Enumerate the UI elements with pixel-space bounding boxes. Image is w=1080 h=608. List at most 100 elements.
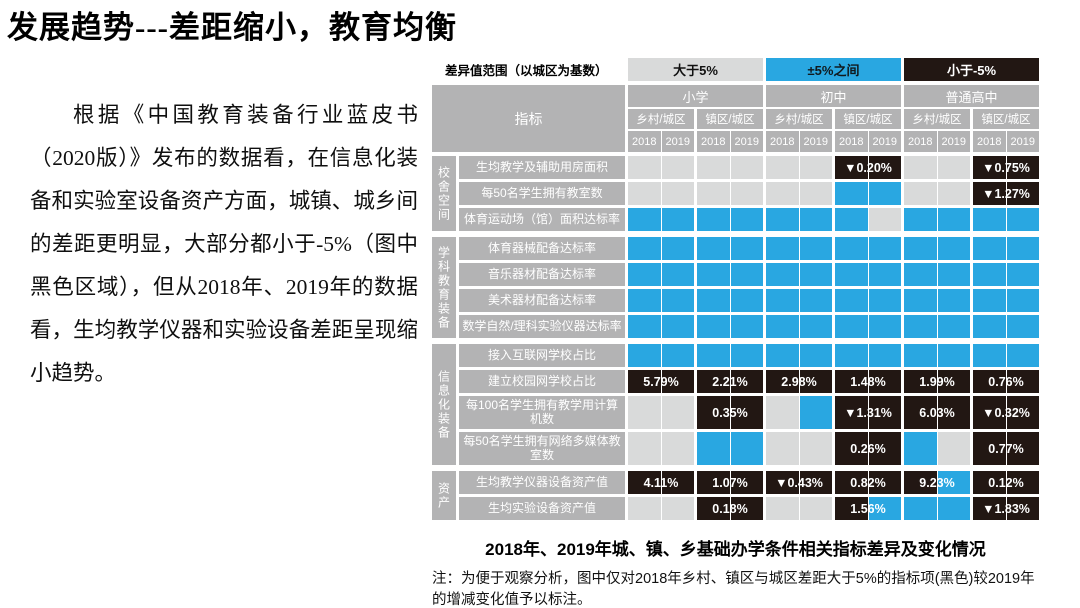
cell-2019 xyxy=(937,289,970,312)
cell-2019 xyxy=(1006,471,1039,494)
cell-2018 xyxy=(697,208,730,231)
cell-2018 xyxy=(973,370,1006,393)
heatmap-cell-pair xyxy=(904,263,970,286)
heatmap-cell-pair xyxy=(766,182,832,205)
cell-2018 xyxy=(697,471,730,494)
cell-2019 xyxy=(661,471,694,494)
cell-2018 xyxy=(766,237,799,260)
cell-2018 xyxy=(697,289,730,312)
heatmap-cell-pair: 6.03% xyxy=(904,396,970,429)
cell-2019 xyxy=(868,432,901,465)
comparison-cell: 乡村/城区 xyxy=(766,109,832,129)
heatmap-cell-pair: 0.76% xyxy=(973,370,1039,393)
cell-2019 xyxy=(868,370,901,393)
heatmap-cell-pair xyxy=(835,315,901,338)
cell-2018 xyxy=(973,208,1006,231)
row-label: 生均教学仪器设备资产值 xyxy=(459,471,625,494)
cell-2019 xyxy=(661,156,694,179)
cell-2019 xyxy=(799,396,832,429)
group-rows: 生均教学仪器设备资产值 4.11% 1.07% ▼0.43% 0.82% 9.23% 0.1… xyxy=(459,471,1039,520)
year-cell: 2018 xyxy=(697,131,730,152)
cell-annotation: ▼1.83% xyxy=(982,501,1030,516)
cell-2018 xyxy=(628,370,661,393)
cell-annotation: ▼0.20% xyxy=(844,160,892,175)
cell-2018 xyxy=(697,344,730,367)
heatmap-cell-pair: 9.23% xyxy=(904,471,970,494)
cell-2018 xyxy=(835,182,868,205)
group-rows: 生均教学及辅助用房面积 ▼0.20% ▼0.75% 每50名学生拥有教室数 ▼1.27%… xyxy=(459,156,1039,231)
cell-2019 xyxy=(1006,497,1039,520)
heatmap-cell-pair: 2.98% xyxy=(766,370,832,393)
cell-2019 xyxy=(799,432,832,465)
heatmap-cell-pair xyxy=(628,263,694,286)
heatmap-cell-pair xyxy=(628,289,694,312)
group-label: 学科教育装备 xyxy=(432,237,456,338)
cell-2019 xyxy=(1006,237,1039,260)
comparison-row: 乡村/城区 镇区/城区 乡村/城区 镇区/城区 乡村/城区 镇区/城区 xyxy=(628,109,1039,129)
heatmap-cell-pair: 0.82% xyxy=(835,471,901,494)
heatmap-cell-pair xyxy=(904,237,970,260)
year-pair: 2018 2019 xyxy=(904,131,970,152)
cell-2018 xyxy=(766,497,799,520)
cell-2019 xyxy=(937,370,970,393)
cell-2019 xyxy=(868,344,901,367)
cell-2018 xyxy=(697,263,730,286)
heatmap-cell-pair xyxy=(973,344,1039,367)
cell-2018 xyxy=(766,315,799,338)
cell-2019 xyxy=(661,182,694,205)
heatmap-figure: 差异值范围（以城区为基数） 大于5% ±5%之间 小于-5% 指标 小学 初中 普通高中… xyxy=(432,58,1039,608)
heatmap-cell-pair xyxy=(835,344,901,367)
cell-2019 xyxy=(868,315,901,338)
heatmap-cell-pair xyxy=(766,289,832,312)
heatmap-cell-pair xyxy=(628,182,694,205)
table-row: 生均实验设备资产值 0.18% 1.56% ▼1.83% xyxy=(459,497,1039,520)
table-row: 接入互联网学校占比 xyxy=(459,344,1039,367)
row-label: 生均教学及辅助用房面积 xyxy=(459,156,625,179)
heatmap-cell-pair xyxy=(766,396,832,429)
cell-2018 xyxy=(904,289,937,312)
cell-2019 xyxy=(730,344,763,367)
heatmap-cell-pair: ▼1.31% xyxy=(835,396,901,429)
heatmap-cell-pair: 1.07% xyxy=(697,471,763,494)
comparison-cell: 镇区/城区 xyxy=(835,109,901,129)
cell-2019 xyxy=(730,471,763,494)
cell-2018 xyxy=(973,432,1006,465)
heatmap-cell-pair xyxy=(835,263,901,286)
cell-2018 xyxy=(904,497,937,520)
heatmap-cell-pair: ▼0.43% xyxy=(766,471,832,494)
table-row: 体育运动场（馆）面积达标率 xyxy=(459,208,1039,231)
heatmap-cell-pair xyxy=(766,432,832,465)
comparison-cell: 乡村/城区 xyxy=(904,109,970,129)
figure-note: 注：为便于观察分析，图中仅对2018年乡村、镇区与城区差距大于5%的指标项(黑色… xyxy=(432,571,1035,608)
cell-2018 xyxy=(697,396,730,429)
table-header-right: 小学 初中 普通高中 乡村/城区 镇区/城区 乡村/城区 镇区/城区 乡村/城区 镇区/城区 … xyxy=(628,85,1039,152)
group-rows: 体育器械配备达标率 音乐器材配备达标率 美术器材配备达标率 数学自然/理科实验仪器达标… xyxy=(459,237,1039,338)
cell-2018 xyxy=(973,182,1006,205)
table-row: 生均教学仪器设备资产值 4.11% 1.07% ▼0.43% 0.82% 9.23% 0.1… xyxy=(459,471,1039,494)
cell-2018 xyxy=(628,432,661,465)
cell-2019 xyxy=(799,370,832,393)
heatmap-cell-pair xyxy=(973,208,1039,231)
cell-2018 xyxy=(697,370,730,393)
year-cell: 2019 xyxy=(661,131,694,152)
cell-2019 xyxy=(799,315,832,338)
heatmap-cell-pair: 4.11% xyxy=(628,471,694,494)
cell-2019 xyxy=(937,471,970,494)
cell-2018 xyxy=(628,263,661,286)
cell-2019 xyxy=(937,182,970,205)
cell-2019 xyxy=(799,471,832,494)
cell-2018 xyxy=(697,182,730,205)
cell-2018 xyxy=(628,208,661,231)
table-row: 音乐器材配备达标率 xyxy=(459,263,1039,286)
cell-annotation: 0.12% xyxy=(988,475,1024,490)
cell-2019 xyxy=(730,156,763,179)
cell-annotation: ▼0.43% xyxy=(775,475,823,490)
cell-2019 xyxy=(937,432,970,465)
cell-2018 xyxy=(628,315,661,338)
heatmap-cell-pair xyxy=(628,208,694,231)
heatmap-cell-pair xyxy=(697,432,763,465)
cell-2019 xyxy=(730,497,763,520)
cell-2018 xyxy=(904,471,937,494)
cell-2018 xyxy=(697,315,730,338)
heatmap-cell-pair: ▼1.27% xyxy=(973,182,1039,205)
